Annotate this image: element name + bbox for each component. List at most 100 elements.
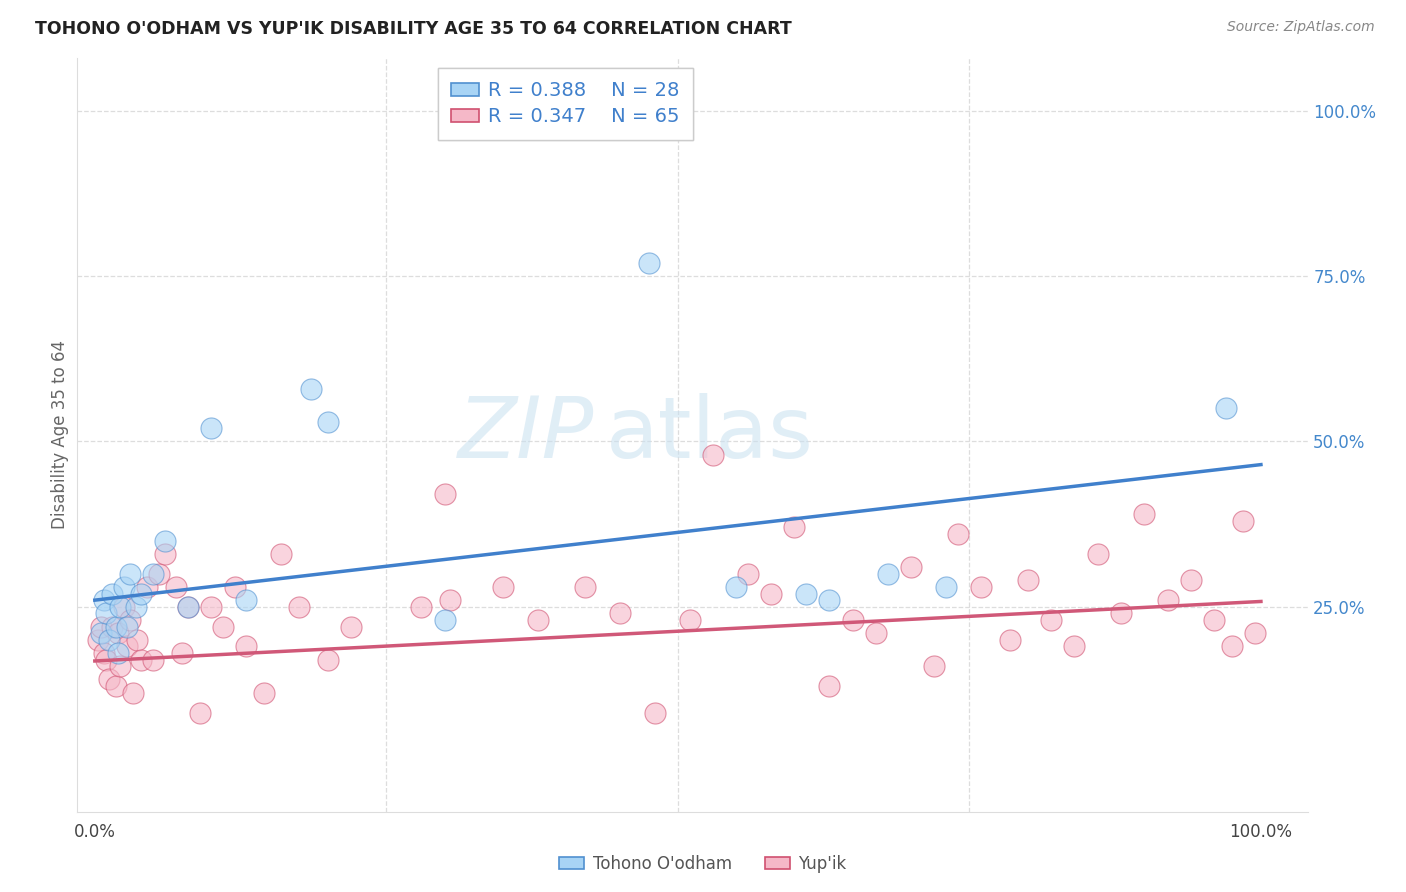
- Point: [101, 619, 124, 633]
- Point: [125, 632, 148, 647]
- Point: [153, 533, 176, 548]
- Point: [574, 580, 596, 594]
- Point: [200, 599, 222, 614]
- Point: [1156, 593, 1178, 607]
- Point: [759, 586, 782, 600]
- Point: [188, 706, 211, 720]
- Point: [1180, 574, 1202, 588]
- Point: [678, 613, 700, 627]
- Point: [737, 566, 759, 581]
- Point: [118, 566, 141, 581]
- Point: [93, 646, 115, 660]
- Point: [235, 640, 257, 654]
- Point: [136, 580, 159, 594]
- Text: ZIP: ZIP: [458, 393, 595, 476]
- Point: [1220, 640, 1243, 654]
- Point: [107, 626, 129, 640]
- Point: [1087, 547, 1109, 561]
- Point: [90, 619, 112, 633]
- Point: [142, 566, 165, 581]
- Point: [224, 580, 246, 594]
- Point: [924, 659, 946, 673]
- Point: [411, 599, 433, 614]
- Point: [177, 599, 200, 614]
- Point: [122, 686, 145, 700]
- Legend: Tohono O'odham, Yup'ik: Tohono O'odham, Yup'ik: [553, 848, 853, 880]
- Point: [96, 607, 118, 621]
- Point: [212, 619, 235, 633]
- Point: [104, 619, 127, 633]
- Point: [1204, 613, 1226, 627]
- Point: [112, 580, 135, 594]
- Point: [110, 659, 132, 673]
- Point: [110, 599, 132, 614]
- Point: [702, 448, 724, 462]
- Point: [142, 653, 165, 667]
- Point: [124, 599, 146, 614]
- Point: [1232, 514, 1254, 528]
- Point: [112, 599, 135, 614]
- Text: Source: ZipAtlas.com: Source: ZipAtlas.com: [1227, 20, 1375, 34]
- Point: [316, 415, 339, 429]
- Point: [87, 632, 110, 647]
- Point: [1017, 574, 1039, 588]
- Point: [1244, 626, 1267, 640]
- Point: [783, 520, 806, 534]
- Point: [794, 586, 817, 600]
- Point: [935, 580, 957, 594]
- Point: [131, 653, 153, 667]
- Point: [1109, 607, 1132, 621]
- Point: [1133, 507, 1156, 521]
- Point: [725, 580, 748, 594]
- Point: [439, 593, 461, 607]
- Point: [200, 421, 222, 435]
- Point: [96, 653, 118, 667]
- Point: [900, 560, 922, 574]
- Point: [148, 566, 170, 581]
- Point: [637, 256, 659, 270]
- Point: [970, 580, 993, 594]
- Point: [117, 619, 139, 633]
- Point: [288, 599, 311, 614]
- Point: [299, 382, 322, 396]
- Text: TOHONO O'ODHAM VS YUP'IK DISABILITY AGE 35 TO 64 CORRELATION CHART: TOHONO O'ODHAM VS YUP'IK DISABILITY AGE …: [35, 20, 792, 37]
- Point: [876, 566, 898, 581]
- Point: [1040, 613, 1063, 627]
- Point: [1215, 401, 1237, 416]
- Point: [433, 487, 456, 501]
- Point: [90, 626, 112, 640]
- Point: [153, 547, 176, 561]
- Point: [97, 673, 120, 687]
- Point: [644, 706, 666, 720]
- Point: [253, 686, 276, 700]
- Point: [433, 613, 456, 627]
- Point: [818, 593, 841, 607]
- Point: [340, 619, 363, 633]
- Point: [118, 613, 141, 627]
- Point: [165, 580, 187, 594]
- Point: [177, 599, 200, 614]
- Point: [1000, 632, 1022, 647]
- Legend: R = 0.388    N = 28, R = 0.347    N = 65: R = 0.388 N = 28, R = 0.347 N = 65: [437, 68, 693, 140]
- Point: [104, 679, 127, 693]
- Point: [1063, 640, 1085, 654]
- Point: [101, 586, 124, 600]
- Text: atlas: atlas: [606, 393, 814, 476]
- Point: [946, 527, 969, 541]
- Point: [865, 626, 887, 640]
- Point: [527, 613, 550, 627]
- Point: [818, 679, 841, 693]
- Point: [93, 593, 115, 607]
- Point: [107, 646, 129, 660]
- Point: [492, 580, 515, 594]
- Y-axis label: Disability Age 35 to 64: Disability Age 35 to 64: [51, 341, 69, 529]
- Point: [842, 613, 865, 627]
- Point: [316, 653, 339, 667]
- Point: [609, 607, 631, 621]
- Point: [117, 640, 139, 654]
- Point: [270, 547, 292, 561]
- Point: [235, 593, 257, 607]
- Point: [172, 646, 194, 660]
- Point: [97, 632, 120, 647]
- Point: [131, 586, 153, 600]
